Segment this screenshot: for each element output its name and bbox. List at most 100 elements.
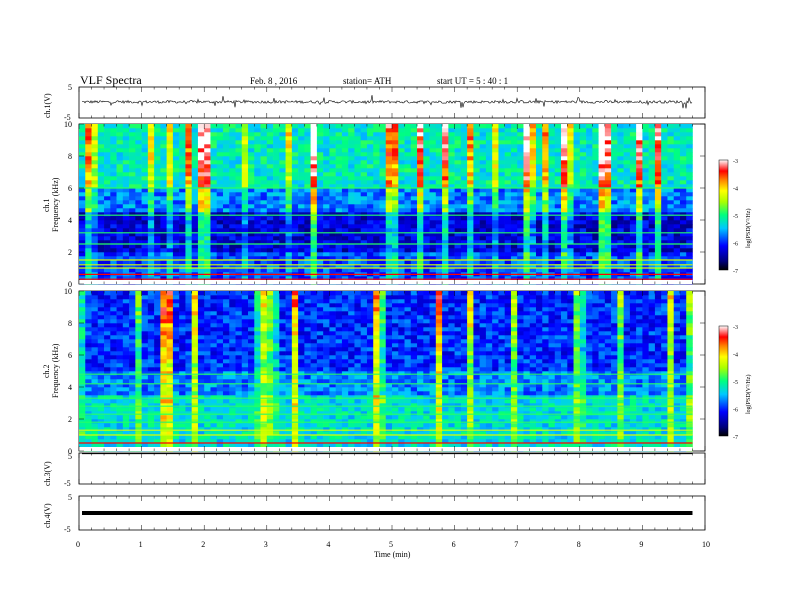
spectrogram-cell	[479, 192, 487, 197]
spectrogram-cell	[97, 156, 105, 161]
spectrogram-cell	[429, 244, 437, 249]
spectrogram-cell	[129, 220, 136, 225]
spectrogram-cell	[404, 236, 412, 241]
spectrogram-cell	[179, 152, 186, 157]
spectrogram-cell	[179, 144, 186, 149]
spectrogram-cell	[241, 220, 249, 225]
spectrogram-cell	[510, 244, 518, 249]
spectrogram-cell	[304, 427, 311, 432]
spectrogram-cell	[85, 128, 92, 133]
spectrogram-cell	[129, 212, 136, 217]
spectrogram-cell	[611, 443, 618, 448]
spectrogram-cell	[304, 196, 311, 201]
spectrogram-cell	[586, 176, 593, 181]
spectrogram-cell	[673, 168, 681, 173]
spectrogram-cell	[529, 124, 537, 129]
spectrogram-cell	[366, 160, 374, 165]
spectrogram-cell	[654, 156, 662, 161]
spectrogram-cell	[623, 132, 631, 137]
spectrogram-cell	[561, 224, 568, 229]
spectrogram-cell	[679, 423, 687, 428]
spectrogram-cell	[204, 212, 211, 217]
spectrogram-cell	[485, 216, 493, 221]
spectrogram-cell	[291, 196, 299, 201]
spectrogram-cell	[385, 443, 393, 448]
spectrogram-cell	[210, 244, 218, 249]
spectrogram-cell	[498, 144, 505, 149]
spectrogram-cell	[235, 427, 243, 432]
spectrogram-cell	[147, 228, 155, 233]
spectrogram-cell	[172, 256, 180, 261]
spectrogram-cell	[404, 240, 412, 245]
spectrogram-cell	[554, 220, 562, 225]
spectrogram-cell	[104, 419, 111, 424]
spectrogram-cell	[542, 216, 549, 221]
spectrogram-cell	[611, 132, 618, 137]
spectrogram-cell	[573, 124, 581, 129]
spectrogram-cell	[629, 220, 637, 225]
spectrogram-cell	[141, 188, 149, 193]
spectrogram-cell	[492, 152, 499, 157]
spectrogram-cell	[197, 236, 205, 241]
spectrogram-cell	[561, 423, 568, 428]
spectrogram-cell	[429, 196, 437, 201]
spectrogram-cell	[673, 240, 681, 245]
spectrogram-cell	[485, 172, 493, 177]
spectrogram-cell	[379, 256, 387, 261]
spectrogram-cell	[323, 419, 330, 424]
spectrogram-cell	[479, 232, 487, 237]
spectrogram-cell	[222, 152, 230, 157]
spectrogram-cell	[197, 439, 205, 444]
spectrogram-cell	[398, 268, 405, 273]
spectrogram-cell	[479, 439, 487, 444]
spectrogram-cell	[579, 252, 587, 257]
spectrogram-cell	[85, 252, 92, 257]
spectrogram-cell	[185, 188, 192, 193]
spectrogram-cell	[611, 124, 618, 129]
spectrogram-cell	[210, 435, 218, 440]
spectrogram-cell	[442, 268, 449, 273]
spectrogram-cell	[504, 148, 512, 153]
spectrogram-cell	[273, 212, 280, 217]
spectrogram-cell	[454, 427, 462, 432]
spectrogram-cell	[623, 208, 631, 213]
spectrogram-cell	[467, 136, 474, 141]
spectrogram-cell	[141, 427, 149, 432]
spectrogram-cell	[241, 184, 249, 189]
spectrogram-cell	[429, 184, 437, 189]
spectrogram-cell	[504, 443, 512, 448]
spectrogram-cell	[298, 435, 305, 440]
spectrogram-cell	[529, 188, 537, 193]
spectrogram-cell	[116, 248, 124, 253]
spectrogram-cell	[179, 176, 186, 181]
spectrogram-cell	[410, 200, 418, 205]
spectrogram-cell	[404, 192, 412, 197]
spectrogram-cell	[154, 144, 161, 149]
spectrogram-cell	[611, 431, 618, 436]
spectrogram-cell	[661, 256, 668, 261]
spectrogram-cell	[686, 427, 693, 432]
spectrogram-cell	[135, 435, 142, 440]
spectrogram-cell	[504, 240, 512, 245]
spectrogram-cell	[392, 232, 399, 237]
spectrogram-cell	[654, 212, 662, 217]
spectrogram-cell	[216, 168, 224, 173]
spectrogram-cell	[442, 244, 449, 249]
spectrogram-cell	[542, 132, 549, 137]
spectrogram-cell	[392, 268, 399, 273]
spectrogram-cell	[210, 180, 218, 185]
spectrogram-cell	[435, 244, 443, 249]
spectrogram-cell	[623, 276, 631, 281]
spectrogram-cell	[354, 276, 361, 281]
spectrogram-cell	[517, 156, 524, 161]
spectrogram-cell	[417, 132, 424, 137]
spectrogram-cell	[535, 276, 543, 281]
spectrogram-cell	[110, 164, 117, 169]
spectrogram-cell	[166, 216, 174, 221]
spectrogram-cell	[661, 423, 668, 428]
spectrogram-cell	[435, 164, 443, 169]
spectrogram-cell	[460, 204, 468, 209]
spectrogram-cell	[373, 176, 380, 181]
spectrogram-cell	[529, 435, 537, 440]
spectrogram-cell	[573, 248, 581, 253]
